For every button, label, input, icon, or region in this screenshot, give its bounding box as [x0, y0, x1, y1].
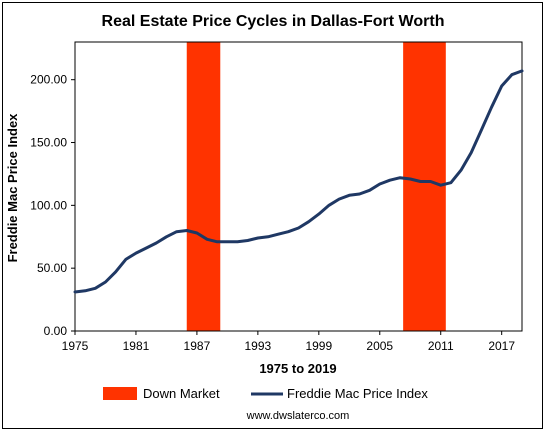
- down-market-band: [186, 42, 221, 331]
- price-index-line: [73, 69, 524, 294]
- x-tick-label: 1981: [123, 339, 150, 353]
- y-tick-label: 50.00: [37, 261, 67, 275]
- y-tick-label: 150.00: [30, 136, 67, 150]
- x-axis-label: 1975 to 2019: [259, 361, 336, 376]
- axes: 0.00 50.00 100.00 150.00 200.00 1975 1981 1987 1…: [30, 41, 523, 353]
- legend-down-market-swatch: [103, 387, 137, 400]
- chart-title: Real Estate Price Cycles in Dallas-Fort …: [102, 13, 445, 30]
- x-tick-label: 2005: [366, 339, 393, 353]
- x-tick-label: 1993: [245, 339, 272, 353]
- x-tick-label: 1999: [305, 339, 332, 353]
- x-tick-label: 1987: [184, 339, 211, 353]
- down-market-bands: [186, 42, 446, 331]
- footer-credit: www.dwslaterco.com: [246, 410, 350, 422]
- down-market-band: [403, 42, 446, 331]
- legend-down-market-label: Down Market: [143, 386, 220, 401]
- y-tick-label: 200.00: [30, 73, 67, 87]
- y-axis-label: Freddie Mac Price Index: [5, 113, 20, 263]
- series-lines: [73, 69, 524, 294]
- x-tick-label: 2011: [428, 339, 454, 353]
- y-tick-label: 100.00: [30, 198, 67, 212]
- legend-price-index-label: Freddie Mac Price Index: [287, 386, 428, 401]
- legend: Down Market Freddie Mac Price Index: [103, 386, 428, 401]
- plot-area-border: [74, 41, 523, 332]
- y-tick-label: 0.00: [44, 324, 68, 338]
- x-tick-label: 2017: [488, 339, 515, 353]
- x-tick-label: 1975: [62, 339, 89, 353]
- chart-frame: [2, 2, 543, 429]
